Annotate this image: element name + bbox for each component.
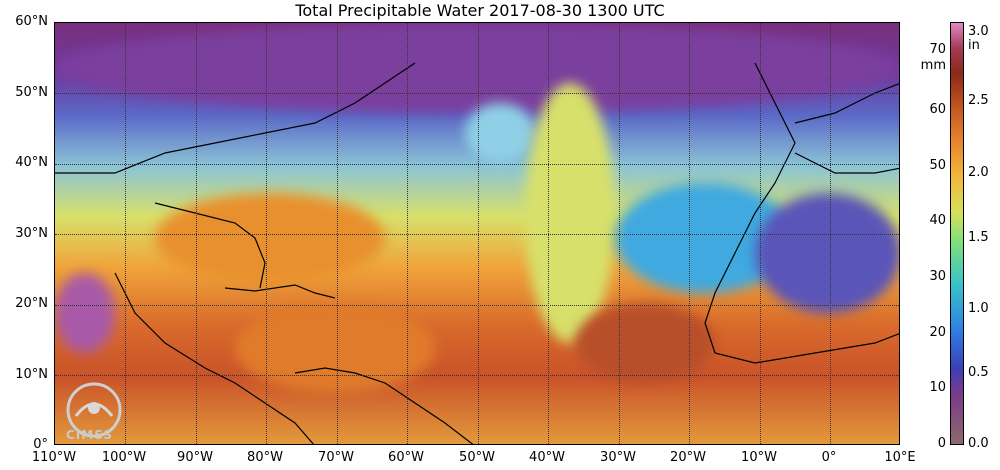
meridian-40w — [548, 23, 549, 444]
lon-label-60w: 60°W — [388, 450, 424, 465]
colorbar-in-tick-1-0: 1.0 — [968, 301, 989, 316]
lon-label-10w: 10°W — [741, 450, 777, 465]
lat-label-10n: 10°N — [15, 367, 48, 382]
colorbar-mm-tick-60: 60 — [929, 102, 946, 117]
lon-label-50w: 50°W — [459, 450, 495, 465]
lat-label-20n: 20°N — [15, 296, 48, 311]
parallel-10n — [55, 375, 899, 376]
lon-label-30w: 30°W — [600, 450, 636, 465]
colorbar-in-tick-1-5: 1.5 — [968, 230, 989, 245]
meridian-100w — [125, 23, 126, 444]
meridian-20w — [689, 23, 690, 444]
lon-label-80w: 80°W — [247, 450, 283, 465]
lon-label-90w: 90°W — [177, 450, 213, 465]
colorbar-mm-tick-30: 30 — [929, 269, 946, 284]
colorbar — [950, 22, 964, 445]
lon-label-40w: 40°W — [529, 450, 565, 465]
pacific-dry-patch — [55, 273, 115, 353]
lat-label-30n: 30°N — [15, 226, 48, 241]
east-us-moisture — [155, 193, 385, 283]
colorbar-mm-tick-10: 10 — [929, 380, 946, 395]
colorbar-mm-tick-40: 40 — [929, 213, 946, 228]
meridian-30w — [619, 23, 620, 444]
colorbar-in-tick-0-0: 0.0 — [968, 436, 989, 451]
colorbar-mm-tick-20: 20 — [929, 325, 946, 340]
lon-label-100w: 100°W — [101, 450, 147, 465]
lon-label-70w: 70°W — [318, 450, 354, 465]
colorbar-mm-unit: mm — [920, 58, 946, 73]
colorbar-in-tick-0-5: 0.5 — [968, 365, 989, 380]
caribbean-moisture — [235, 303, 435, 393]
meridian-70w — [337, 23, 338, 444]
map-title: Total Precipitable Water 2017-08-30 1300… — [295, 1, 665, 20]
meridian-0 — [830, 23, 831, 444]
lat-label-50n: 50°N — [15, 85, 48, 100]
tropical-moisture-core — [575, 303, 715, 383]
meridian-60w — [407, 23, 408, 444]
lon-label-10e: 10°E — [884, 450, 916, 465]
parallel-30n — [55, 234, 899, 235]
parallel-50n — [55, 93, 899, 94]
colorbar-in-unit: in — [968, 38, 980, 53]
sahara-dry-region — [755, 193, 899, 313]
lat-label-40n: 40°N — [15, 155, 48, 170]
cimss-logo-text: CIMSS — [66, 428, 113, 442]
lon-label-0: 0° — [821, 450, 837, 465]
parallel-40n — [55, 164, 899, 165]
colorbar-in-tick-2-5: 2.5 — [968, 93, 989, 108]
colorbar-in-tick-3-0: 3.0 — [968, 24, 989, 39]
colorbar-in-tick-2-0: 2.0 — [968, 165, 989, 180]
tpw-map — [54, 22, 900, 445]
moist-plume-atlantic — [525, 83, 615, 343]
colorbar-mm-tick-50: 50 — [929, 158, 946, 173]
lon-label-20w: 20°W — [670, 450, 706, 465]
parallel-20n — [55, 305, 899, 306]
lat-label-0: 0° — [33, 437, 48, 452]
cimss-logo-icon — [66, 382, 122, 438]
meridian-90w — [196, 23, 197, 444]
meridian-50w — [478, 23, 479, 444]
meridian-10w — [760, 23, 761, 444]
dry-north-region — [55, 23, 899, 113]
lat-label-60n: 60°N — [15, 14, 48, 29]
lon-label-110w: 110°W — [31, 450, 77, 465]
meridian-80w — [266, 23, 267, 444]
colorbar-mm-tick-0: 0 — [937, 436, 946, 451]
colorbar-mm-tick-70: 70 — [929, 42, 946, 57]
cyclone-swirl — [465, 103, 535, 163]
